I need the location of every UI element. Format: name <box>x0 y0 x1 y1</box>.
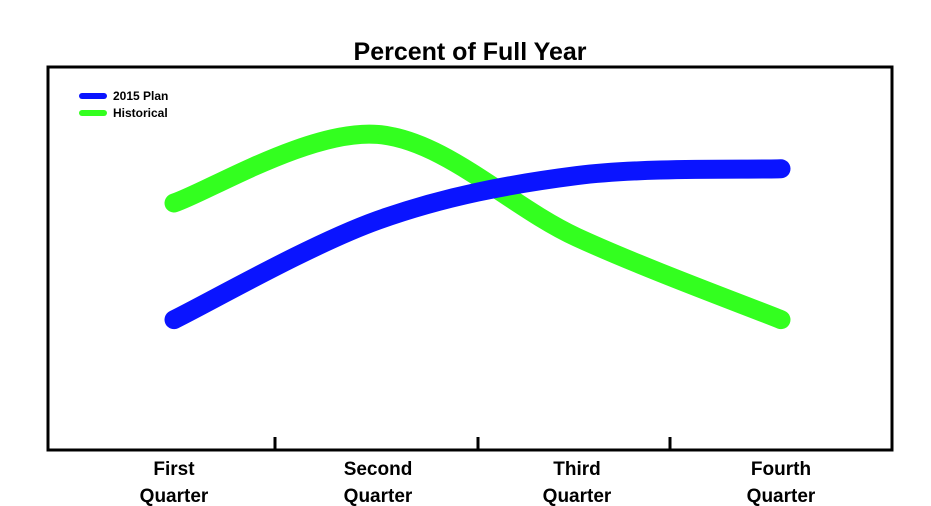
data-point-2015-plan <box>173 319 175 321</box>
legend-label: Historical <box>113 106 168 120</box>
legend: 2015 Plan Historical <box>79 89 168 120</box>
data-point-2015-plan <box>780 168 782 170</box>
data-point-2015-plan <box>377 219 379 221</box>
series-line-2015-plan <box>164 159 791 330</box>
chart-title: Percent of Full Year <box>354 38 587 66</box>
x-tick-label: First Quarter <box>140 459 209 506</box>
series-lines <box>164 124 791 330</box>
x-tick-label: Second Quarter <box>344 459 413 506</box>
data-point-historical <box>576 236 578 238</box>
plot-frame <box>46 65 894 452</box>
x-tick-label: Third Quarter <box>543 459 612 506</box>
legend-label: 2015 Plan <box>113 89 168 103</box>
data-point-historical <box>377 133 379 135</box>
series-line-historical <box>164 124 791 330</box>
x-tick-label: Fourth Quarter <box>747 459 816 506</box>
x-axis-ticks <box>273 437 672 450</box>
data-point-historical <box>173 202 175 204</box>
data-point-historical <box>780 319 782 321</box>
x-axis-labels: First Quarter Second Quarter Third Quarter Fou… <box>140 459 816 506</box>
data-point-2015-plan <box>576 175 578 177</box>
